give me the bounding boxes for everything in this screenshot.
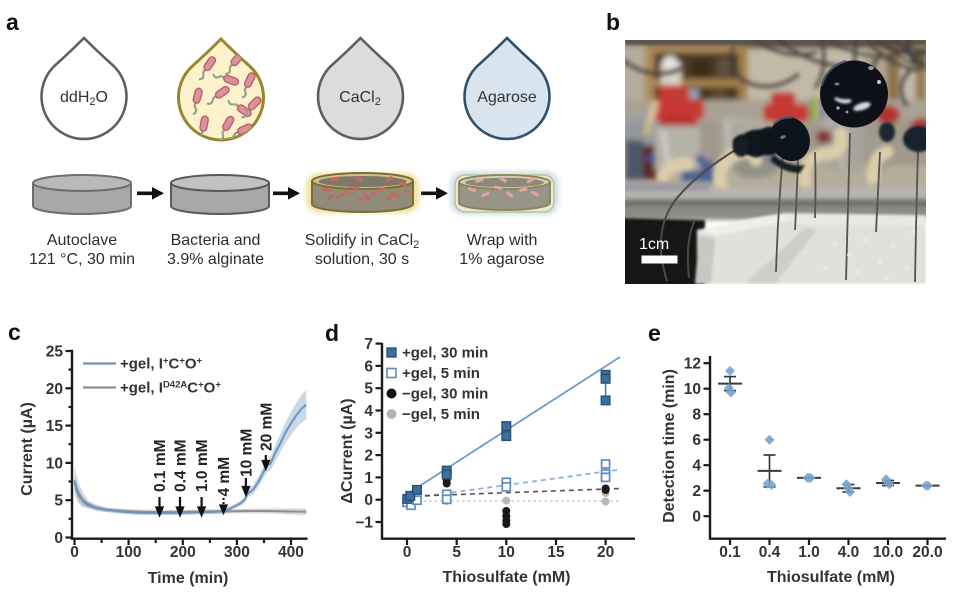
- svg-text:1: 1: [364, 470, 373, 487]
- svg-text:−gel, 5 min: −gel, 5 min: [402, 406, 480, 423]
- svg-text:20: 20: [597, 544, 614, 561]
- svg-text:8: 8: [692, 407, 701, 424]
- svg-text:Agarose: Agarose: [477, 89, 537, 106]
- svg-text:0: 0: [403, 544, 412, 561]
- svg-text:Solidify in CaCl2: Solidify in CaCl2: [305, 232, 420, 251]
- svg-text:5: 5: [54, 493, 63, 510]
- svg-text:2: 2: [364, 448, 373, 465]
- svg-text:CaCl2: CaCl2: [339, 89, 381, 108]
- svg-text:Current (µA): Current (µA): [20, 402, 36, 496]
- svg-text:1.0: 1.0: [798, 544, 820, 561]
- svg-text:+gel, ID42AC+O+: +gel, ID42AC+O+: [120, 380, 221, 397]
- svg-text:5: 5: [452, 544, 461, 561]
- svg-text:1.0 mM: 1.0 mM: [194, 439, 211, 492]
- svg-text:0: 0: [70, 544, 79, 561]
- svg-text:4: 4: [364, 403, 373, 420]
- svg-text:12: 12: [684, 356, 701, 373]
- svg-text:400: 400: [278, 544, 304, 561]
- svg-text:6: 6: [364, 358, 373, 375]
- svg-text:Wrap with: Wrap with: [467, 232, 538, 249]
- svg-text:4.0: 4.0: [838, 544, 860, 561]
- svg-text:6: 6: [692, 432, 701, 449]
- svg-text:Thiosulfate (mM): Thiosulfate (mM): [767, 569, 895, 586]
- svg-text:0.4 mM: 0.4 mM: [173, 439, 190, 492]
- svg-text:Time (min): Time (min): [148, 570, 229, 587]
- svg-text:4: 4: [692, 458, 701, 475]
- svg-text:0.1: 0.1: [719, 544, 741, 561]
- svg-text:4 mM: 4 mM: [216, 457, 233, 497]
- svg-text:ΔCurrent (µA): ΔCurrent (µA): [339, 398, 356, 503]
- svg-text:20.0: 20.0: [912, 544, 942, 561]
- svg-text:0.1 mM: 0.1 mM: [152, 439, 169, 492]
- svg-text:+gel, 5 min: +gel, 5 min: [402, 365, 480, 382]
- svg-text:+gel, 30 min: +gel, 30 min: [402, 345, 488, 362]
- svg-text:20: 20: [46, 381, 63, 398]
- svg-text:−gel, 30 min: −gel, 30 min: [402, 386, 488, 403]
- svg-text:100: 100: [116, 544, 142, 561]
- svg-text:2: 2: [692, 483, 701, 500]
- svg-text:+gel, I+C+O+: +gel, I+C+O+: [120, 356, 203, 373]
- svg-text:5: 5: [364, 381, 373, 398]
- svg-text:Thiosulfate (mM): Thiosulfate (mM): [443, 569, 571, 586]
- svg-text:300: 300: [224, 544, 250, 561]
- svg-text:10: 10: [684, 381, 701, 398]
- svg-text:3: 3: [364, 425, 373, 442]
- svg-text:1cm: 1cm: [639, 236, 669, 253]
- svg-text:0: 0: [54, 530, 63, 547]
- svg-text:25: 25: [46, 344, 64, 361]
- svg-text:ddH2O: ddH2O: [60, 89, 108, 108]
- svg-text:Autoclave: Autoclave: [47, 232, 117, 249]
- svg-text:solution, 30 s: solution, 30 s: [315, 251, 409, 268]
- svg-text:10: 10: [498, 544, 515, 561]
- svg-text:10.0: 10.0: [873, 544, 903, 561]
- svg-text:0: 0: [692, 509, 701, 526]
- svg-text:15: 15: [547, 544, 565, 561]
- svg-text:0: 0: [364, 492, 373, 509]
- svg-text:200: 200: [170, 544, 196, 561]
- svg-text:1% agarose: 1% agarose: [459, 251, 544, 268]
- svg-text:Bacteria and: Bacteria and: [171, 232, 261, 249]
- svg-text:20 mM: 20 mM: [258, 403, 275, 451]
- svg-text:3.9% alginate: 3.9% alginate: [167, 251, 264, 268]
- svg-text:−1: −1: [355, 515, 373, 532]
- svg-text:Detection time (min): Detection time (min): [661, 369, 678, 523]
- svg-text:10: 10: [46, 455, 63, 472]
- svg-text:121 °C, 30 min: 121 °C, 30 min: [29, 251, 135, 268]
- svg-text:0.4: 0.4: [759, 544, 781, 561]
- svg-text:7: 7: [364, 336, 373, 353]
- svg-text:10 mM: 10 mM: [238, 429, 255, 477]
- svg-text:15: 15: [46, 418, 64, 435]
